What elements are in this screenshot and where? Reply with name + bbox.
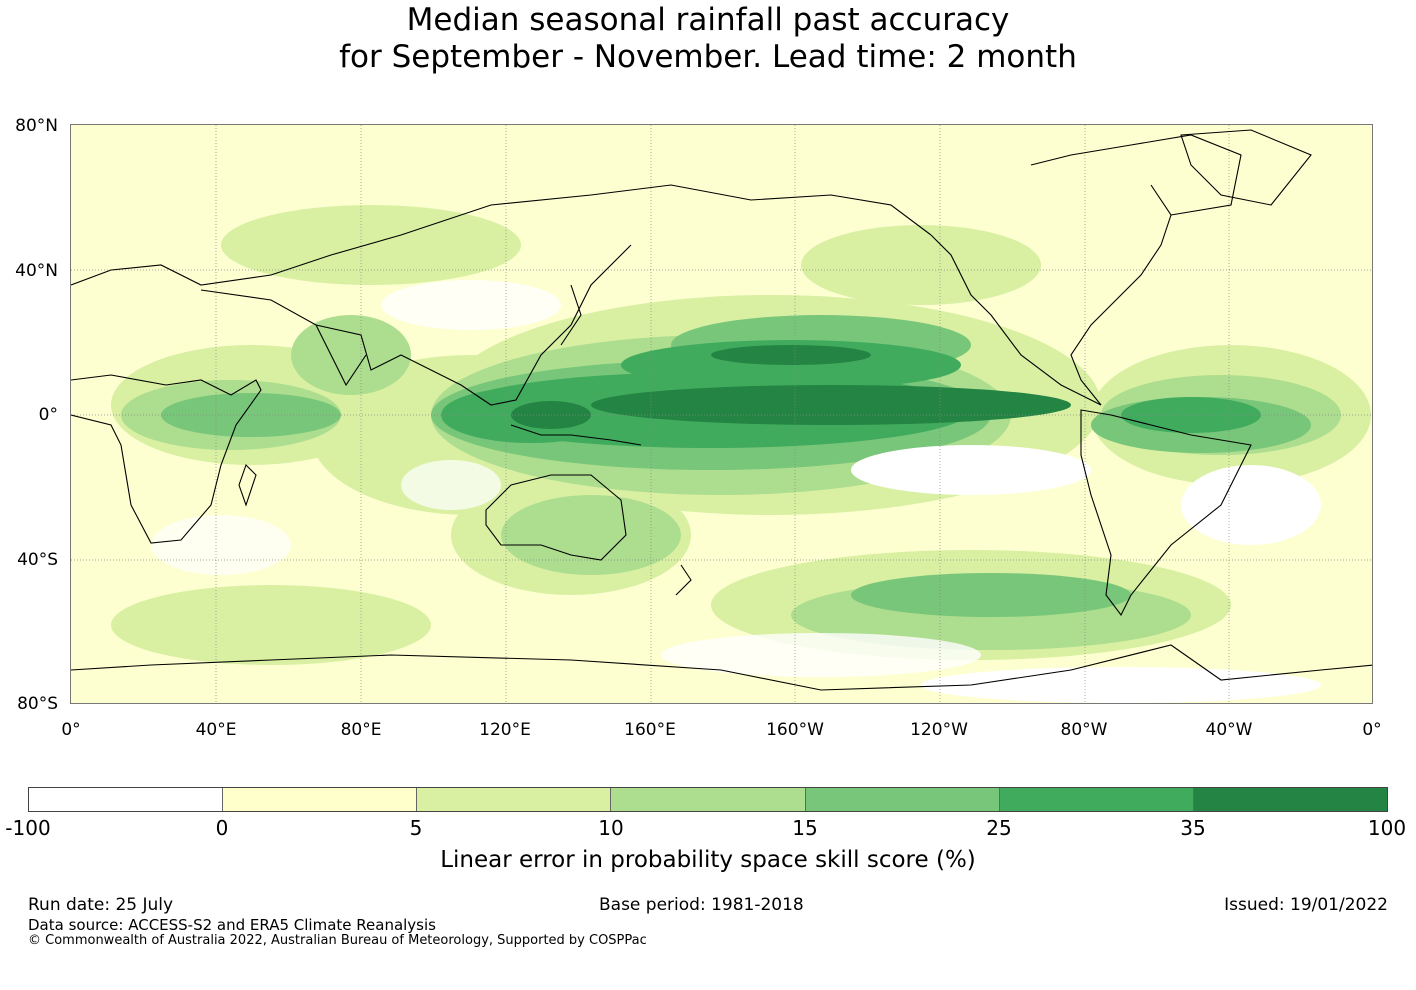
lon-label-80e: 80°E xyxy=(340,720,382,740)
base-period: Base period: 1981-2018 xyxy=(599,895,804,915)
lat-label-80n: 80°N xyxy=(15,116,58,136)
lon-label-120w: 120°W xyxy=(910,720,968,740)
lon-label-160e: 160°E xyxy=(624,720,676,740)
colorbar-segment xyxy=(223,788,418,811)
lat-label-40n: 40°N xyxy=(15,261,58,281)
skill-score-map xyxy=(70,124,1373,704)
colorbar-tick: -100 xyxy=(5,816,51,840)
lon-label-0-west: 0° xyxy=(61,720,81,740)
lat-label-80s: 80°S xyxy=(17,694,58,714)
lat-label-40s: 40°S xyxy=(17,550,58,570)
skill-field xyxy=(111,205,1371,703)
colorbar-tick: 15 xyxy=(792,816,818,840)
colorbar-tick: 35 xyxy=(1180,816,1206,840)
data-source: Data source: ACCESS-S2 and ERA5 Climate … xyxy=(28,916,436,934)
issued-date: Issued: 19/01/2022 xyxy=(1224,895,1388,915)
lon-label-0-east: 0° xyxy=(1362,720,1382,740)
gridlines xyxy=(71,125,1372,703)
copyright: © Commonwealth of Australia 2022, Austra… xyxy=(28,933,647,948)
colorbar-segment xyxy=(417,788,612,811)
colorbar xyxy=(28,787,1388,812)
map-title: Median seasonal rainfall past accuracy xyxy=(406,2,1010,38)
map-subtitle: for September - November. Lead time: 2 m… xyxy=(339,39,1077,75)
coastlines xyxy=(71,129,1372,691)
lon-label-160w: 160°W xyxy=(766,720,824,740)
colorbar-tick: 0 xyxy=(215,816,229,840)
lat-label-0: 0° xyxy=(38,405,58,425)
colorbar-segment xyxy=(611,788,806,811)
colorbar-tick: 10 xyxy=(598,816,624,840)
lon-label-40w: 40°W xyxy=(1205,720,1253,740)
map-canvas xyxy=(71,125,1372,703)
colorbar-segment xyxy=(29,788,224,811)
colorbar-segment xyxy=(805,788,1000,811)
lon-label-120e: 120°E xyxy=(479,720,531,740)
colorbar-segment xyxy=(1193,788,1387,811)
lon-label-40e: 40°E xyxy=(195,720,237,740)
lon-label-80w: 80°W xyxy=(1060,720,1108,740)
run-date: Run date: 25 July xyxy=(28,895,174,915)
colorbar-tick: 100 xyxy=(1367,816,1407,840)
colorbar-label: Linear error in probability space skill … xyxy=(440,847,976,873)
colorbar-segment xyxy=(999,788,1194,811)
colorbar-tick: 5 xyxy=(409,816,423,840)
colorbar-tick: 25 xyxy=(986,816,1012,840)
